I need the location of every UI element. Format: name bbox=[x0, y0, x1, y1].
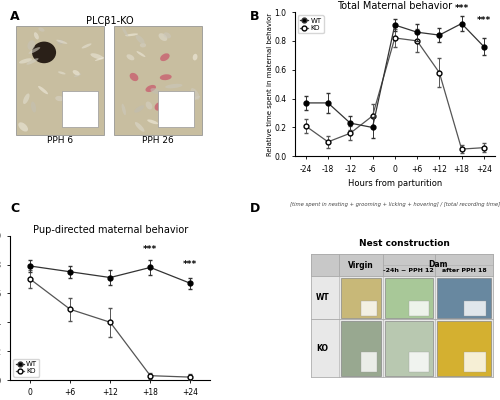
Ellipse shape bbox=[183, 47, 188, 59]
Ellipse shape bbox=[134, 100, 146, 102]
Bar bbox=[310, 254, 338, 276]
Ellipse shape bbox=[80, 69, 85, 75]
Bar bbox=[464, 301, 486, 316]
Ellipse shape bbox=[98, 68, 106, 78]
Legend: WT, KO: WT, KO bbox=[298, 16, 324, 33]
Ellipse shape bbox=[139, 72, 151, 78]
Ellipse shape bbox=[116, 61, 128, 66]
Ellipse shape bbox=[176, 52, 188, 60]
Bar bbox=[385, 321, 433, 376]
FancyBboxPatch shape bbox=[114, 26, 202, 135]
Text: KO: KO bbox=[316, 344, 328, 353]
Ellipse shape bbox=[62, 65, 69, 67]
Ellipse shape bbox=[80, 31, 91, 38]
FancyBboxPatch shape bbox=[62, 91, 98, 128]
Ellipse shape bbox=[36, 93, 42, 99]
Ellipse shape bbox=[32, 42, 56, 63]
Ellipse shape bbox=[167, 67, 175, 76]
Ellipse shape bbox=[129, 89, 134, 100]
Text: ***: *** bbox=[476, 16, 491, 25]
Ellipse shape bbox=[168, 82, 180, 88]
Ellipse shape bbox=[144, 50, 146, 62]
Ellipse shape bbox=[70, 66, 82, 73]
Ellipse shape bbox=[124, 25, 130, 37]
Bar bbox=[338, 254, 383, 276]
FancyBboxPatch shape bbox=[16, 26, 104, 135]
Ellipse shape bbox=[78, 82, 86, 87]
Bar bbox=[409, 301, 428, 316]
Bar bbox=[437, 321, 491, 376]
X-axis label: Hours from parturition: Hours from parturition bbox=[348, 179, 442, 188]
Ellipse shape bbox=[49, 33, 56, 38]
Bar bbox=[310, 276, 493, 319]
Legend: WT, KO: WT, KO bbox=[14, 359, 39, 376]
Text: Nest construction: Nest construction bbox=[360, 238, 450, 248]
Ellipse shape bbox=[64, 85, 72, 94]
Text: A: A bbox=[10, 10, 20, 23]
Text: ***: *** bbox=[183, 260, 198, 269]
Ellipse shape bbox=[151, 51, 168, 57]
Ellipse shape bbox=[41, 42, 50, 48]
Ellipse shape bbox=[48, 121, 55, 131]
Text: ***: *** bbox=[454, 4, 468, 14]
Ellipse shape bbox=[132, 112, 136, 124]
Bar bbox=[340, 321, 381, 376]
Ellipse shape bbox=[138, 89, 151, 95]
Ellipse shape bbox=[150, 90, 156, 94]
Ellipse shape bbox=[96, 102, 104, 107]
Ellipse shape bbox=[172, 92, 176, 97]
Ellipse shape bbox=[186, 104, 202, 108]
Bar bbox=[437, 278, 491, 318]
Bar bbox=[383, 254, 435, 276]
Ellipse shape bbox=[166, 126, 172, 133]
FancyBboxPatch shape bbox=[158, 91, 194, 128]
Ellipse shape bbox=[126, 44, 136, 52]
Title: Pup-directed maternal behavior: Pup-directed maternal behavior bbox=[32, 225, 188, 235]
Ellipse shape bbox=[182, 74, 190, 82]
Ellipse shape bbox=[144, 86, 151, 95]
Ellipse shape bbox=[96, 74, 106, 80]
Text: Virgin: Virgin bbox=[348, 261, 374, 270]
Bar bbox=[310, 254, 493, 276]
Text: PPH 6: PPH 6 bbox=[47, 136, 73, 145]
Text: PPH 26: PPH 26 bbox=[142, 136, 174, 145]
Ellipse shape bbox=[149, 90, 156, 99]
Ellipse shape bbox=[126, 73, 140, 78]
Bar bbox=[340, 278, 381, 318]
Text: D: D bbox=[250, 202, 260, 215]
Bar bbox=[360, 352, 378, 372]
Text: B: B bbox=[250, 10, 260, 23]
Ellipse shape bbox=[66, 119, 72, 127]
Bar bbox=[310, 319, 493, 377]
Y-axis label: Relative time spent in maternal behavior: Relative time spent in maternal behavior bbox=[266, 12, 272, 156]
Text: PLCβ1-KO: PLCβ1-KO bbox=[86, 16, 134, 26]
Ellipse shape bbox=[150, 76, 158, 80]
Text: WT: WT bbox=[316, 293, 330, 302]
Title: Total Maternal behavior: Total Maternal behavior bbox=[337, 1, 452, 11]
Ellipse shape bbox=[79, 50, 86, 53]
Ellipse shape bbox=[24, 105, 28, 115]
Text: C: C bbox=[10, 202, 19, 215]
Ellipse shape bbox=[140, 58, 147, 66]
Bar bbox=[435, 254, 493, 276]
Bar bbox=[409, 352, 428, 372]
Text: after PPH 18: after PPH 18 bbox=[442, 268, 486, 273]
Ellipse shape bbox=[58, 53, 64, 64]
Ellipse shape bbox=[174, 117, 186, 123]
Bar bbox=[464, 352, 486, 372]
Text: ***: *** bbox=[143, 246, 158, 254]
Ellipse shape bbox=[140, 56, 151, 64]
Text: Dam: Dam bbox=[428, 260, 448, 269]
Ellipse shape bbox=[94, 125, 102, 130]
Bar bbox=[385, 278, 433, 318]
Text: [time spent in nesting + grooming + licking + hovering] / [total recording time]: [time spent in nesting + grooming + lick… bbox=[290, 202, 500, 208]
Text: -24h ~ PPH 12: -24h ~ PPH 12 bbox=[384, 268, 434, 273]
Ellipse shape bbox=[40, 56, 47, 62]
Ellipse shape bbox=[74, 126, 86, 131]
Bar bbox=[360, 301, 378, 316]
